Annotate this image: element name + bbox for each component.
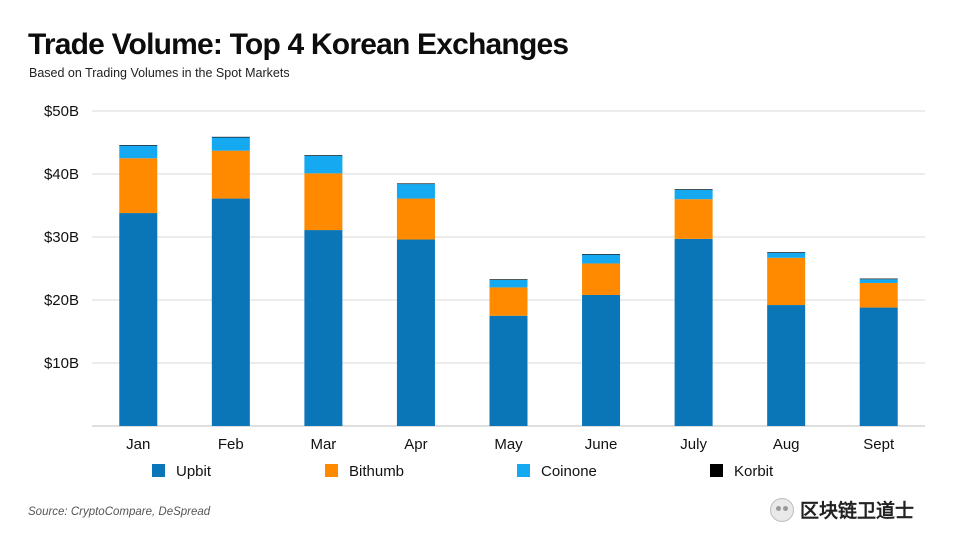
legend-swatch-coinone [517, 464, 530, 477]
x-tick-label: Apr [404, 436, 427, 453]
x-tick-label: July [680, 436, 707, 453]
source-note: Source: CryptoCompare, DeSpread [28, 506, 211, 518]
y-tick-label: $40B [44, 166, 79, 183]
bar-segment-korbit [582, 254, 621, 255]
x-axis-ticks: Jan Feb Mar Apr May June July Aug Sept [126, 436, 895, 453]
bar-segment-bithumb [396, 198, 435, 240]
bar-segment-coinone [119, 145, 158, 159]
bar-segment-coinone [859, 279, 898, 283]
bar-segment-bithumb [859, 282, 898, 308]
bar-segment-korbit [767, 252, 806, 253]
wechat-icon [770, 497, 794, 522]
x-tick-label: Mar [310, 436, 336, 453]
bar-segment-bithumb [489, 287, 528, 316]
bar-segment-bithumb [304, 173, 343, 231]
bar-segment-coinone [674, 189, 713, 200]
legend-label-korbit: Korbit [734, 463, 774, 480]
legend-swatch-korbit [710, 464, 723, 477]
bar-segment-upbit [211, 198, 250, 426]
chart-subtitle: Based on Trading Volumes in the Spot Mar… [29, 66, 290, 80]
chart-title: Trade Volume: Top 4 Korean Exchanges [28, 28, 569, 61]
bar-segment-korbit [859, 278, 898, 280]
x-tick-label: Jan [126, 436, 150, 453]
bar-segment-upbit [304, 230, 343, 426]
bar-segment-bithumb [119, 158, 158, 214]
bar-segment-coinone [304, 155, 343, 174]
bar-segment-bithumb [767, 257, 806, 306]
bar-segment-korbit [119, 145, 158, 146]
bar-segment-coinone [211, 137, 250, 151]
legend-label-bithumb: Bithumb [349, 463, 404, 480]
bar-segment-korbit [211, 136, 250, 138]
legend-label-upbit: Upbit [176, 463, 212, 480]
bar-segment-bithumb [211, 150, 250, 199]
bar-segment-upbit [767, 305, 806, 426]
x-tick-label: June [585, 436, 618, 453]
bar-segment-korbit [304, 155, 343, 156]
bar-segment-upbit [582, 294, 621, 426]
y-tick-label: $30B [44, 229, 79, 246]
y-tick-label: $20B [44, 292, 79, 309]
y-axis-ticks: $10B $20B $30B $40B $50B [44, 103, 79, 372]
legend-swatch-bithumb [325, 464, 338, 477]
bar-segment-upbit [674, 238, 713, 426]
y-tick-label: $10B [44, 355, 79, 372]
bar-segment-bithumb [582, 263, 621, 295]
bar-segment-coinone [767, 252, 806, 258]
watermark-text: 区块链卫道士 [800, 501, 915, 522]
bar-segment-coinone [489, 279, 528, 288]
bar-segment-upbit [859, 307, 898, 426]
bar-segment-upbit [489, 315, 528, 426]
bar-segment-upbit [119, 213, 158, 426]
bar-segment-bithumb [674, 199, 713, 239]
y-tick-label: $50B [44, 103, 79, 120]
x-tick-label: Feb [218, 436, 244, 453]
bar-segment-coinone [582, 254, 621, 264]
bar-segment-upbit [396, 239, 435, 426]
bar-segment-coinone [396, 184, 435, 199]
x-tick-label: Aug [773, 436, 800, 453]
legend-label-coinone: Coinone [541, 463, 597, 480]
bar-segment-korbit [489, 279, 528, 280]
bar-segment-korbit [396, 183, 435, 185]
bar-segment-korbit [674, 189, 713, 190]
legend-swatch-upbit [152, 464, 165, 477]
watermark: 区块链卫道士 [770, 496, 914, 523]
bars [119, 136, 898, 426]
legend: Upbit Bithumb Coinone Korbit [152, 463, 774, 480]
x-tick-label: May [494, 436, 523, 453]
x-tick-label: Sept [863, 436, 895, 453]
